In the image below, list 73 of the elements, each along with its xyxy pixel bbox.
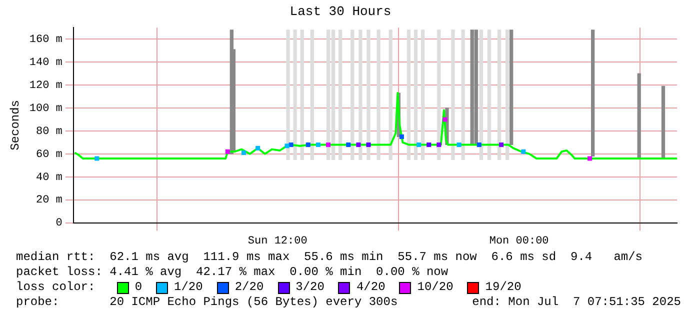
x-tick-label: Sun 12:00 bbox=[248, 235, 308, 248]
y-tick-label: 20 m bbox=[36, 194, 63, 207]
bar bbox=[300, 30, 304, 160]
bar bbox=[286, 30, 290, 160]
x-tick-label: Mon 00:00 bbox=[489, 235, 549, 248]
point bbox=[284, 144, 290, 148]
bar bbox=[637, 73, 641, 159]
point bbox=[476, 142, 482, 147]
bar bbox=[479, 30, 483, 160]
point bbox=[288, 142, 294, 147]
point bbox=[316, 142, 320, 147]
bar bbox=[474, 30, 478, 146]
bar bbox=[293, 30, 297, 160]
point bbox=[436, 142, 442, 147]
y-axis-title: Seconds bbox=[8, 100, 22, 150]
point bbox=[241, 150, 246, 156]
text: packet loss: 4.41 % avg 42.17 % max 0.00 % min 0.00 % now bbox=[16, 265, 450, 280]
bar bbox=[661, 86, 666, 159]
y-tick-label: 120 m bbox=[29, 80, 63, 92]
bar bbox=[350, 30, 354, 160]
y-tick-label: 60 m bbox=[36, 148, 63, 161]
point bbox=[356, 142, 361, 147]
bar bbox=[420, 30, 425, 160]
bar bbox=[497, 30, 502, 160]
bar bbox=[470, 30, 474, 146]
legend-label: 2/20 bbox=[234, 280, 264, 295]
bar bbox=[451, 30, 455, 160]
bar bbox=[388, 30, 392, 160]
text: end: Mon Jul 7 07:51:35 2025 bbox=[472, 295, 681, 310]
point bbox=[456, 142, 462, 147]
y-tick-label: 0 bbox=[56, 218, 62, 230]
y-tick-label: 160 m bbox=[29, 34, 63, 46]
bar bbox=[376, 30, 380, 160]
y-tick-label: 40 m bbox=[36, 172, 63, 184]
legend-title: loss color: bbox=[16, 280, 96, 295]
bar bbox=[461, 30, 465, 160]
point bbox=[399, 134, 404, 139]
legend-label: 1/20 bbox=[174, 280, 203, 295]
point bbox=[588, 156, 592, 161]
point bbox=[94, 156, 100, 161]
y-tick-label: 100 m bbox=[29, 102, 63, 115]
y-tick-label: 140 m bbox=[29, 56, 63, 69]
legend-label: 10/20 bbox=[417, 280, 454, 295]
point bbox=[366, 142, 371, 147]
point bbox=[521, 149, 526, 154]
text: probe: 20 ICMP Echo Pings (56 Bytes) every 300s bbox=[16, 295, 398, 310]
point bbox=[225, 149, 230, 154]
legend-label: 0 bbox=[134, 280, 142, 295]
text: median rtt: 62.1 ms avg 111.9 ms max 55.6 ms min 55.7 ms now 6.6 ms sd 9.4 am/s bbox=[16, 250, 644, 265]
bar bbox=[510, 30, 514, 146]
point bbox=[346, 142, 351, 147]
bar bbox=[406, 30, 411, 160]
point bbox=[426, 142, 432, 147]
bar bbox=[505, 30, 510, 160]
bar bbox=[310, 30, 314, 160]
point bbox=[416, 142, 422, 147]
bar bbox=[366, 30, 370, 160]
point bbox=[256, 146, 260, 150]
bar bbox=[358, 30, 362, 160]
legend-label: 19/20 bbox=[485, 280, 522, 295]
point bbox=[326, 142, 331, 147]
point bbox=[499, 142, 504, 147]
legend-label: 3/20 bbox=[296, 280, 324, 295]
bar bbox=[591, 30, 595, 157]
bar bbox=[414, 30, 418, 160]
bar bbox=[487, 30, 492, 160]
point bbox=[442, 117, 448, 122]
bar bbox=[437, 30, 441, 160]
chart-title: Last 30 Hours bbox=[290, 4, 392, 20]
point bbox=[306, 142, 310, 147]
legend-label: 4/20 bbox=[356, 280, 386, 295]
bar bbox=[338, 30, 342, 160]
y-tick-label: 80 m bbox=[36, 126, 63, 138]
